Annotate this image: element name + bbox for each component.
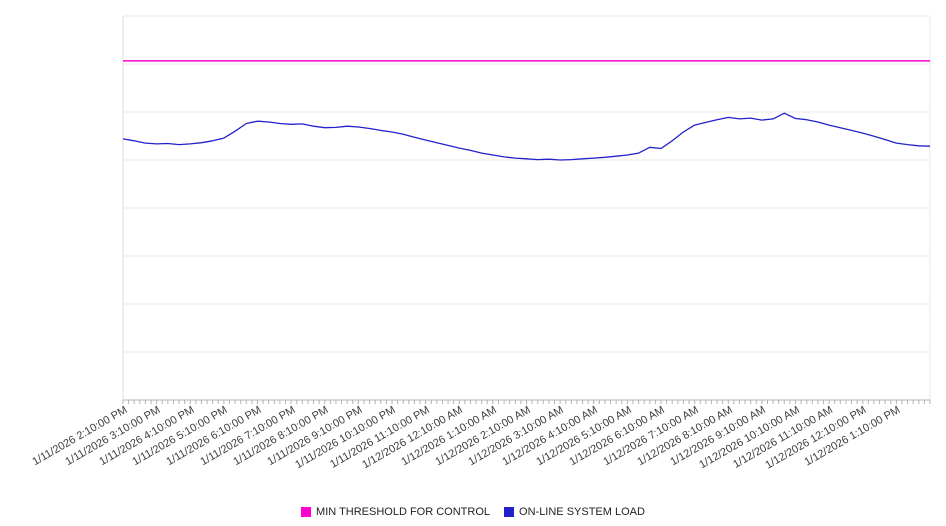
- legend-swatch-online-system-load-icon: [504, 507, 515, 517]
- legend-item-min-threshold[interactable]: MIN THRESHOLD FOR CONTROL: [301, 506, 490, 518]
- legend-label-online-system-load: ON-LINE SYSTEM LOAD: [519, 506, 645, 518]
- legend-item-online-system-load[interactable]: ON-LINE SYSTEM LOAD: [504, 506, 645, 518]
- x-axis-ticks: [122, 400, 931, 404]
- y-gridlines: [123, 15, 930, 353]
- load-line: [122, 112, 931, 161]
- legend-swatch-min-threshold-icon: [301, 507, 312, 517]
- chart-legend: MIN THRESHOLD FOR CONTROL ON-LINE SYSTEM…: [0, 506, 946, 518]
- chart-canvas: [122, 15, 931, 404]
- legend-label-min-threshold: MIN THRESHOLD FOR CONTROL: [316, 506, 491, 518]
